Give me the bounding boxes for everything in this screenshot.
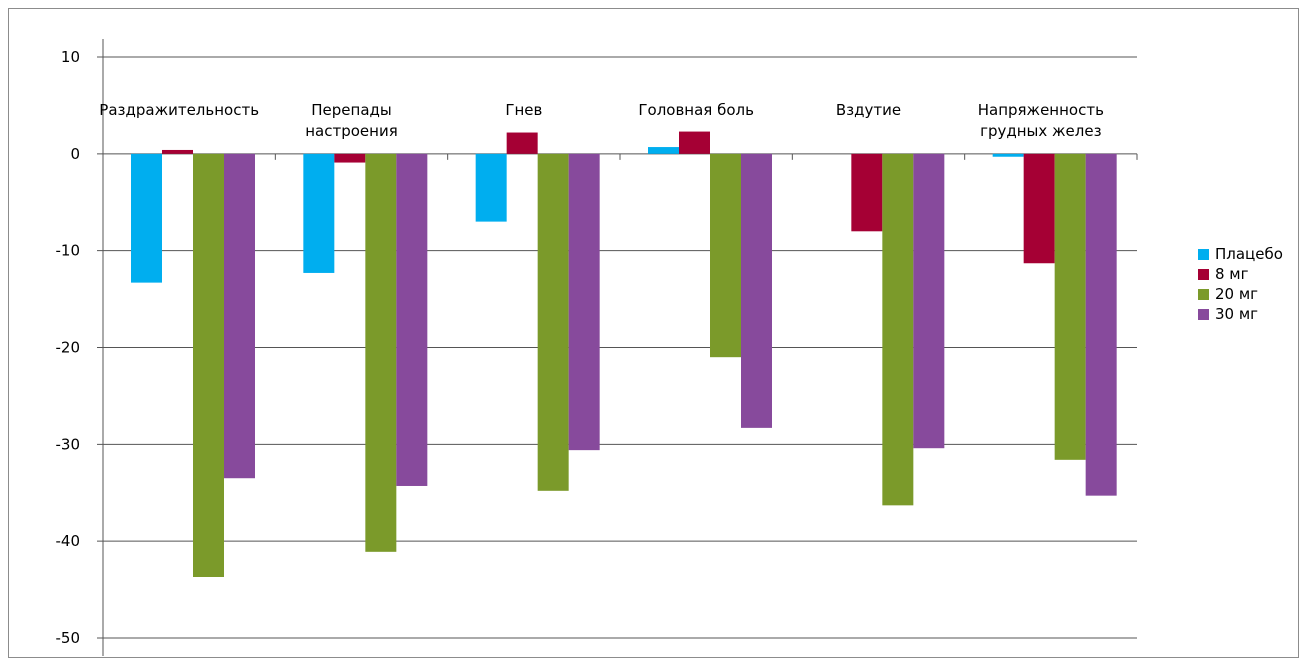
bar-s1-c2 (506, 132, 538, 154)
category-label-2-0: Гнев (505, 101, 542, 119)
legend-swatch-1 (1198, 269, 1209, 280)
bar-s2-c4 (882, 153, 914, 506)
y-tick-label-3: -20 (56, 339, 81, 357)
y-tick-label-0: 10 (61, 48, 80, 66)
y-tick-label-5: -40 (56, 532, 81, 550)
bar-s3-c5 (1085, 153, 1117, 496)
bar-s0-c3 (648, 147, 679, 154)
bar-s3-c0 (224, 153, 255, 479)
bar-s1-c0 (162, 149, 193, 154)
bar-s3-c1 (396, 153, 428, 486)
bar-s0-c2 (475, 153, 507, 222)
bar-s3-c4 (913, 153, 945, 449)
y-tick-label-1: 0 (70, 145, 80, 163)
bar-s2-c1 (365, 153, 397, 552)
legend-swatch-0 (1198, 249, 1209, 260)
y-tick-label-2: -10 (56, 242, 81, 260)
bar-s0-c1 (303, 153, 335, 273)
category-label-1-0: Перепады (311, 101, 391, 119)
category-label-1-1: настроения (305, 122, 398, 140)
category-label-5-0: Напряженность (978, 101, 1104, 119)
legend-label-2: 20 мг (1215, 285, 1258, 303)
category-label-5-1: грудных желез (980, 122, 1102, 140)
legend-label-0: Плацебо (1215, 245, 1283, 263)
bar-s1-c4 (851, 153, 883, 232)
category-label-0-0: Раздражительность (99, 101, 259, 119)
bar-s0-c5 (992, 153, 1024, 157)
bar-s1-c3 (679, 131, 710, 154)
bar-s3-c2 (568, 153, 600, 451)
y-tick-label-4: -30 (56, 435, 81, 453)
legend-label-1: 8 мг (1215, 265, 1249, 283)
bar-s2-c3 (710, 153, 741, 358)
bar-s1-c1 (334, 153, 366, 163)
legend-swatch-3 (1198, 309, 1209, 320)
y-tick-label-6: -50 (56, 629, 81, 647)
category-label-3-0: Головная боль (638, 101, 754, 119)
legend-label-3: 30 мг (1215, 305, 1258, 323)
bar-s2-c5 (1054, 153, 1086, 460)
bar-s0-c0 (131, 153, 162, 283)
bar-s2-c0 (193, 153, 224, 577)
bar-s3-c3 (741, 153, 772, 428)
category-label-4-0: Вздутие (836, 101, 901, 119)
bar-s2-c2 (537, 153, 569, 491)
legend-swatch-2 (1198, 289, 1209, 300)
bar-s1-c5 (1023, 153, 1055, 264)
